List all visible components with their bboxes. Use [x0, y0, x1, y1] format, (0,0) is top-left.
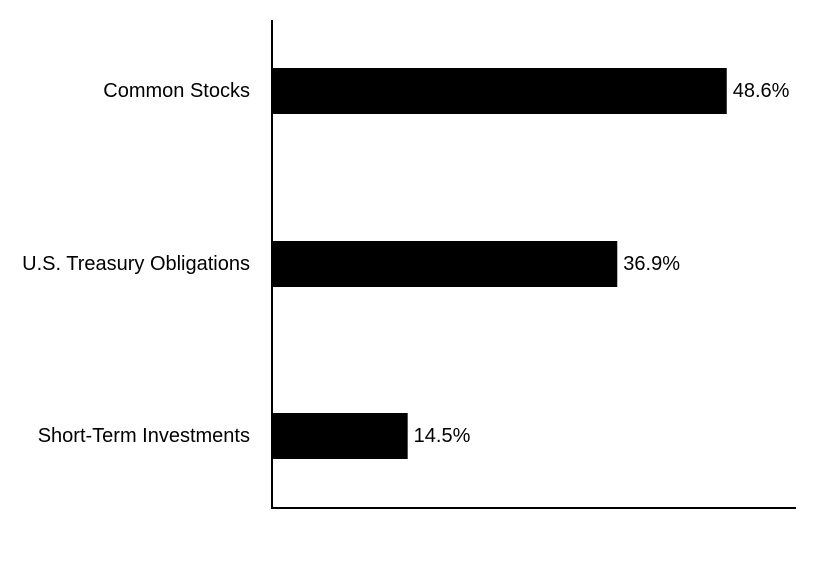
category-label-2: U.S. Treasury Obligations — [22, 253, 250, 275]
category-label-3: Short-Term Investments — [38, 425, 250, 447]
value-label-3: 14.5% — [414, 425, 471, 447]
category-label-1: Common Stocks — [103, 80, 250, 102]
bar-3 — [272, 413, 408, 459]
bars-group: Common Stocks 48.6% U.S. Treasury Obligati… — [22, 68, 790, 459]
bar-2 — [272, 241, 618, 287]
value-label-1: 48.6% — [733, 80, 790, 102]
bar-1 — [272, 68, 727, 114]
value-label-2: 36.9% — [623, 253, 680, 275]
